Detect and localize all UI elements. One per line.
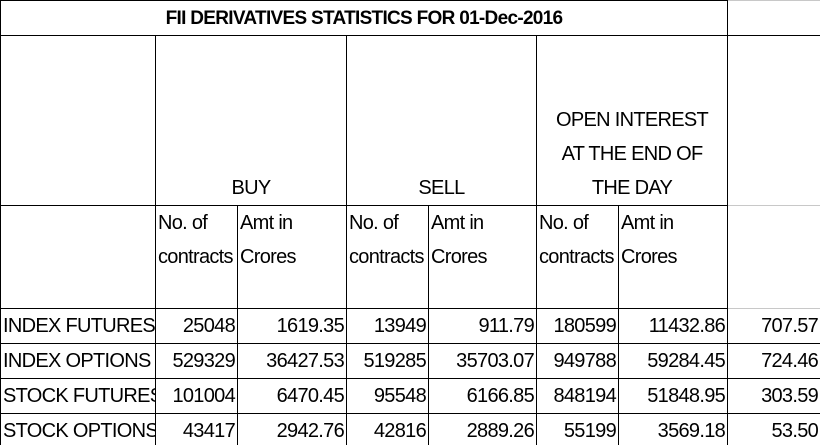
- data-row: INDEX FUTURES 25048 1619.35 13949 911.79 1805…: [0, 308, 820, 344]
- value-cell: 3569.18: [617, 413, 729, 445]
- value-cell: 848194: [536, 378, 619, 414]
- value-cell: 911.79: [428, 308, 537, 344]
- group-header: SELL: [346, 35, 537, 206]
- group-header: BUY: [155, 35, 347, 206]
- value-cell: 6166.85: [428, 378, 537, 414]
- value-cell: 43417: [155, 413, 238, 445]
- column-header: No. of contracts: [155, 205, 238, 309]
- value-cell: 2942.76: [237, 413, 347, 445]
- value-cell: 53.50: [727, 413, 820, 445]
- row-label: INDEX OPTIONS: [0, 343, 156, 379]
- empty-cell: [0, 35, 156, 206]
- value-cell: 6470.45: [237, 378, 347, 414]
- column-header: No. of contracts: [346, 205, 429, 309]
- data-row: STOCK FUTURES 101004 6470.45 95548 6166.85 84…: [0, 378, 820, 414]
- value-cell: 2889.26: [428, 413, 537, 445]
- title: FII DERIVATIVES STATISTICS FOR 01-Dec-20…: [0, 0, 729, 36]
- column-header: Amt in Crores: [428, 205, 537, 309]
- value-cell: 529329: [155, 343, 238, 379]
- value-cell: 59284.45: [617, 343, 729, 379]
- empty-cell: [727, 35, 820, 206]
- value-cell: 101004: [155, 378, 238, 414]
- value-cell: 42816: [346, 413, 429, 445]
- value-cell: 55199: [536, 413, 619, 445]
- value-cell: 724.46: [727, 343, 820, 379]
- data-row: STOCK OPTIONS 43417 2942.76 42816 2889.26 551…: [0, 413, 820, 445]
- value-cell: 13949: [346, 308, 429, 344]
- value-cell: 95548: [346, 378, 429, 414]
- value-cell: 11432.86: [617, 308, 729, 344]
- value-cell: 36427.53: [237, 343, 347, 379]
- empty-cell: [727, 205, 820, 309]
- value-cell: 180599: [536, 308, 619, 344]
- value-cell: 519285: [346, 343, 429, 379]
- value-cell: 1619.35: [237, 308, 347, 344]
- value-cell: 949788: [536, 343, 619, 379]
- value-cell: 35703.07: [428, 343, 537, 379]
- value-cell: 25048: [155, 308, 238, 344]
- group-header: OPEN INTEREST AT THE END OF THE DAY: [535, 35, 729, 206]
- row-label: INDEX FUTURES: [0, 308, 156, 344]
- value-cell: 51848.95: [617, 378, 729, 414]
- value-cell: 707.57: [727, 308, 820, 344]
- value-cell: 303.59: [727, 378, 820, 414]
- row-label: STOCK OPTIONS: [0, 413, 156, 445]
- data-row: INDEX OPTIONS 529329 36427.53 519285 35703.0…: [0, 343, 820, 379]
- column-header: No. of contracts: [536, 205, 619, 309]
- empty-cell: [0, 205, 156, 309]
- column-header: Amt in Crores: [617, 205, 729, 309]
- empty-cell: [727, 0, 820, 36]
- row-label: STOCK FUTURES: [0, 378, 156, 414]
- column-header: Amt in Crores: [237, 205, 347, 309]
